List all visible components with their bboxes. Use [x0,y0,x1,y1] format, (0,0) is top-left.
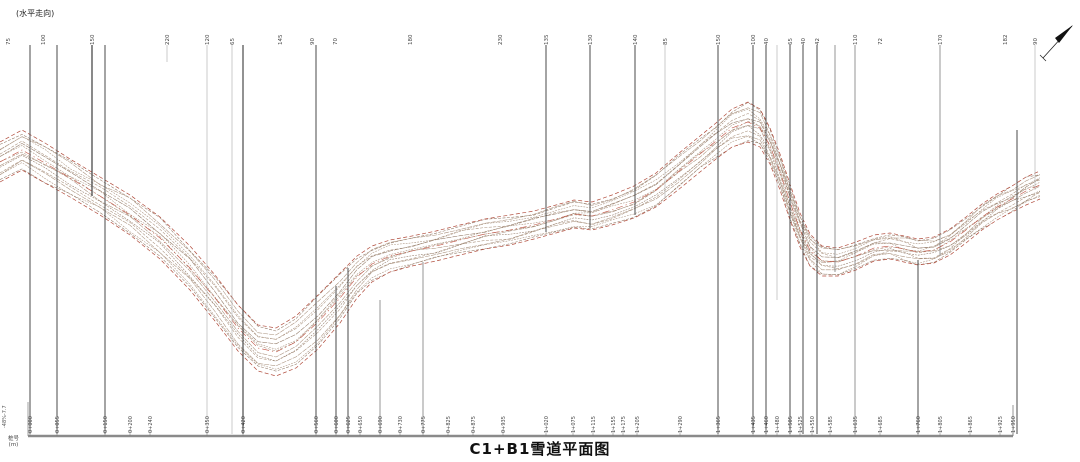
axis-corner-label-line2: (m) [8,441,19,448]
station-label-bottom: 0+730 [398,416,404,433]
station-label-bottom: 1+020 [544,416,550,433]
station-label-bottom: 0+600 [334,416,340,433]
station-label-bottom: 0+000 [28,416,34,433]
station-label-bottom: 1+290 [678,416,684,433]
station-label-top: 180 [408,34,414,45]
trail-centerline [0,121,1041,353]
station-label-bottom: 0+875 [471,416,477,433]
left-slope-label: -48%-7.7 [2,405,8,428]
contour-line [0,107,1040,336]
axis-corner-label: 桩号 (m) [8,436,20,448]
station-label-bottom: 1+155 [611,416,617,433]
contour-line [0,125,1040,362]
trail-edge-top [0,101,1041,329]
station-label-top: 40 [764,38,770,45]
contour-line [0,121,1040,352]
station-label-bottom: 0+775 [421,416,427,433]
station-label-bottom: 1+550 [810,416,816,433]
station-label-top: 135 [544,34,550,45]
station-label-bottom: 1+460 [764,416,770,433]
station-label-bottom: 0+150 [103,416,109,433]
station-label-top: 170 [938,34,944,45]
station-label-bottom: 1+205 [635,416,641,433]
drawing-title: C1+B1雪道平面图 [469,440,611,458]
station-label-top: 110 [853,34,859,45]
station-label-bottom: 0+690 [378,416,384,433]
station-label-top: 182 [1003,35,1009,46]
station-label-bottom: 0+350 [205,416,211,433]
contour-line [0,130,1040,362]
station-label-bottom: 1+685 [878,416,884,433]
station-label-top: 90 [1033,38,1039,45]
station-label-bottom: 1+950 [1011,416,1017,433]
north-arrow-head [1055,25,1073,43]
station-label-top: 40 [801,38,807,45]
station-label-top: 230 [498,34,504,45]
station-label-bottom: 1+075 [571,416,577,433]
station-label-bottom: 0+200 [128,416,134,433]
station-label-top: 75 [6,38,12,45]
station-label-bottom: 0+420 [241,416,247,433]
station-label-bottom: 0+055 [55,416,61,433]
contour-line [0,140,1040,372]
contour-line [0,102,1040,332]
station-label-top: 150 [716,34,722,45]
station-label-bottom: 1+865 [968,416,974,433]
station-label-bottom: 1+925 [998,416,1004,433]
station-label-top: 65 [230,38,236,45]
station-label-top: 140 [633,34,639,45]
station-label-bottom: 1+175 [621,416,627,433]
station-label-bottom: 1+525 [798,416,804,433]
station-label-top: 150 [90,34,96,45]
station-label-bottom: 0+625 [346,416,352,433]
station-label-bottom: 0+560 [314,416,320,433]
station-label-top: 42 [815,38,821,45]
station-label-bottom: 0+240 [148,416,154,433]
contour-line [0,124,1040,358]
station-label-top: 120 [205,34,211,45]
contour-line [0,135,1040,367]
station-label-top: 145 [278,34,284,45]
station-label-top: 70 [333,38,339,45]
trail-edge-bottom [0,141,1041,377]
station-label-bottom: 1+505 [788,416,794,433]
station-label-bottom: 0+650 [358,416,364,433]
north-arrow-icon [1039,25,1073,62]
station-label-top: 72 [878,38,884,45]
station-label-bottom: 1+760 [916,416,922,433]
axis-corner-label-line1: 桩号 [8,436,20,442]
station-label-top: 65 [788,38,794,45]
horizontal-direction-caption: (水平走向) [16,9,55,18]
station-label-top: 100 [751,34,757,45]
station-label-bottom: 1+585 [828,416,834,433]
north-arrow-tail [1039,54,1047,62]
station-label-bottom: 1+805 [938,416,944,433]
contour-line [0,118,1040,345]
station-label-bottom: 1+365 [716,416,722,433]
station-label-top: 100 [41,34,47,45]
station-label-top: 130 [588,34,594,45]
station-label-bottom: 0+935 [501,416,507,433]
station-label-top: 220 [165,34,171,45]
contour-line [0,136,1040,370]
station-label-bottom: 1+435 [751,416,757,433]
station-label-bottom: 1+115 [591,416,597,433]
station-label-bottom: 1+635 [853,416,859,433]
station-label-top: 85 [663,38,669,45]
station-label-bottom: 0+825 [446,416,452,433]
station-label-top: 90 [310,38,316,45]
station-label-bottom: 1+480 [775,416,781,433]
